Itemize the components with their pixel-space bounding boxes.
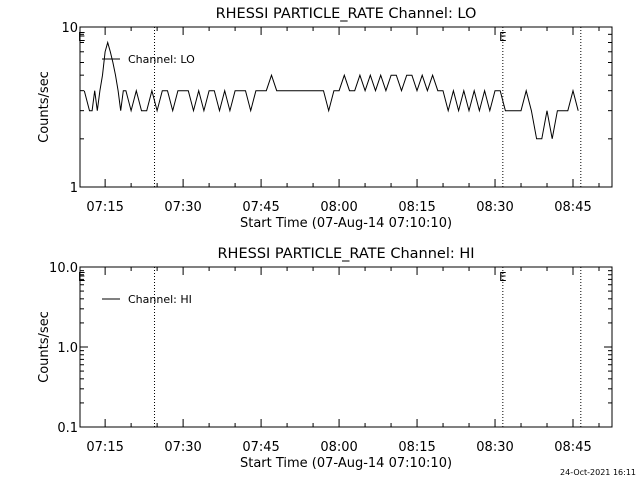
y-tick-label: 1 <box>70 181 78 196</box>
y-tick-label: 1.0 <box>57 341 78 356</box>
x-tick-label: 08:15 <box>398 200 435 215</box>
x-tick-label: 07:15 <box>86 200 123 215</box>
x-tick-label: 08:30 <box>476 200 513 215</box>
x-tick-label: 08:30 <box>476 440 513 455</box>
event-marker-e: E <box>499 270 507 284</box>
y-axis-label: Counts/sec <box>37 71 52 143</box>
chart-title: RHESSI PARTICLE_RATE Channel: HI <box>217 246 474 262</box>
x-tick-label: 08:45 <box>554 440 591 455</box>
x-tick-label: 07:30 <box>164 440 201 455</box>
x-tick-label: 08:45 <box>554 200 591 215</box>
event-marker-e: E <box>499 30 507 44</box>
x-tick-label: 07:30 <box>164 200 201 215</box>
footer-timestamp: 24-Oct-2021 16:11 <box>560 468 636 477</box>
panel-hi: RHESSI PARTICLE_RATE Channel: HI Start Ti… <box>37 246 613 471</box>
legend-label: Channel: LO <box>128 53 195 66</box>
y-tick-label: 10 <box>61 21 78 36</box>
y-tick-label: 10.0 <box>49 261 78 276</box>
plot-frame <box>79 26 613 188</box>
y-axis-label: Counts/sec <box>37 311 52 383</box>
panel-lo: RHESSI PARTICLE_RATE Channel: LO Start Ti… <box>37 6 613 231</box>
x-axis-label: Start Time (07-Aug-14 07:10:10) <box>240 216 452 231</box>
y-tick-label: 0.1 <box>57 421 78 436</box>
x-axis-label: Start Time (07-Aug-14 07:10:10) <box>240 456 452 471</box>
x-tick-label: 07:15 <box>86 440 123 455</box>
x-tick-label: 08:00 <box>320 440 357 455</box>
x-tick-label: 07:45 <box>242 200 279 215</box>
series-line-0 <box>83 40 579 140</box>
plot-frame <box>79 266 613 428</box>
chart-title: RHESSI PARTICLE_RATE Channel: LO <box>216 6 477 22</box>
event-marker-e: E <box>78 270 86 284</box>
x-tick-label: 07:45 <box>242 440 279 455</box>
legend-label: Channel: HI <box>128 293 192 306</box>
x-tick-label: 08:15 <box>398 440 435 455</box>
event-marker-e: E <box>78 30 86 44</box>
x-tick-label: 08:00 <box>320 200 357 215</box>
